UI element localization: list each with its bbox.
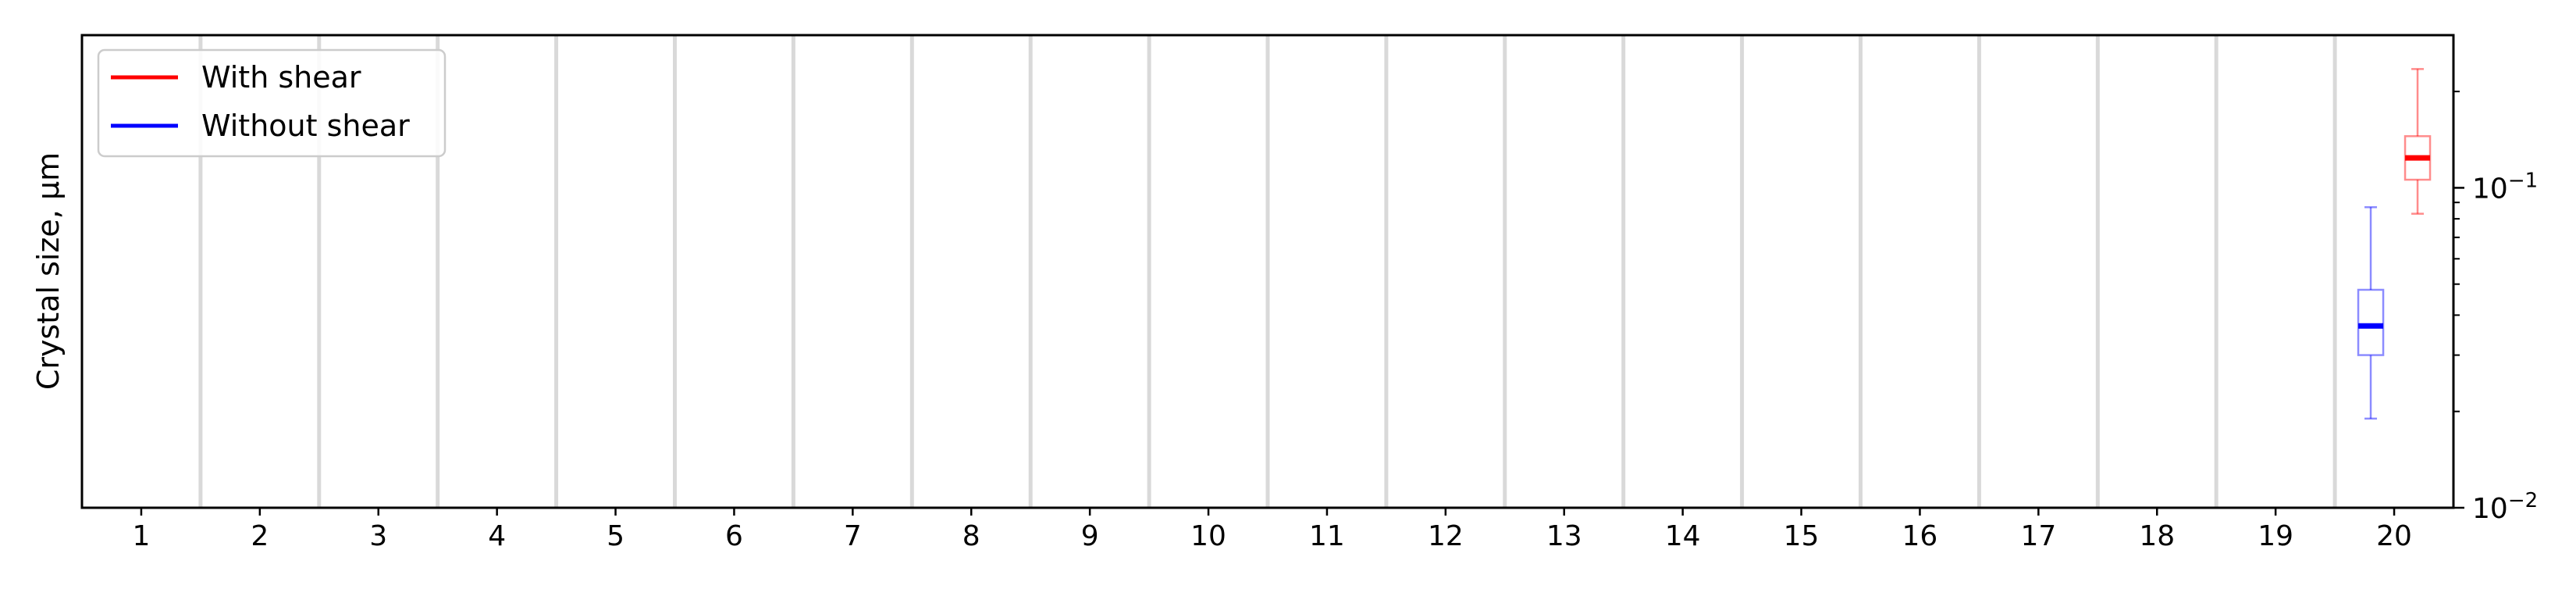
x-tick-label: 18 [2139,520,2175,552]
legend-label: Without shear [201,109,410,143]
x-tick-label: 20 [2376,520,2412,552]
x-tick-label: 4 [488,520,506,552]
x-tick-label: 10 [1190,520,1226,552]
interquartile-box [2357,288,2385,356]
x-tick-label: 16 [1902,520,1938,552]
plot-frame [80,34,2455,509]
x-tick-label: 12 [1428,520,1464,552]
box-plot-series [2357,68,2432,420]
x-tick-label: 7 [844,520,862,552]
x-tick-label: 9 [1081,520,1099,552]
y-tick-label: 10−2 [2472,489,2538,525]
box-with-shear [2403,68,2432,215]
x-axis: 1 2 3 4 5 6 7 8 9 10 11 12 13 14 15 16 17 18 19 20 [132,508,2412,552]
y-axis-label: Crystal size, µm [31,152,66,390]
x-tick-label: 2 [251,520,269,552]
x-tick-label: 11 [1309,520,1345,552]
x-tick-label: 1 [132,520,150,552]
box-without-shear [2357,205,2385,420]
legend: With shear Without shear [97,48,447,158]
x-tick-label: 8 [962,520,980,552]
x-tick-label: 19 [2258,520,2293,552]
x-tick-label: 14 [1665,520,1701,552]
y-tick-label: 10−1 [2472,169,2538,205]
x-tick-label: 13 [1546,520,1582,552]
legend-label: With shear [201,60,361,95]
y-axis: 10−1 10−2 [2453,91,2538,525]
x-tick-label: 5 [607,520,624,552]
x-tick-label: 6 [725,520,743,552]
x-tick-label: 17 [2020,520,2056,552]
x-tick-label: 3 [369,520,387,552]
x-tick-label: 15 [1784,520,1820,552]
legend-frame [97,48,447,158]
